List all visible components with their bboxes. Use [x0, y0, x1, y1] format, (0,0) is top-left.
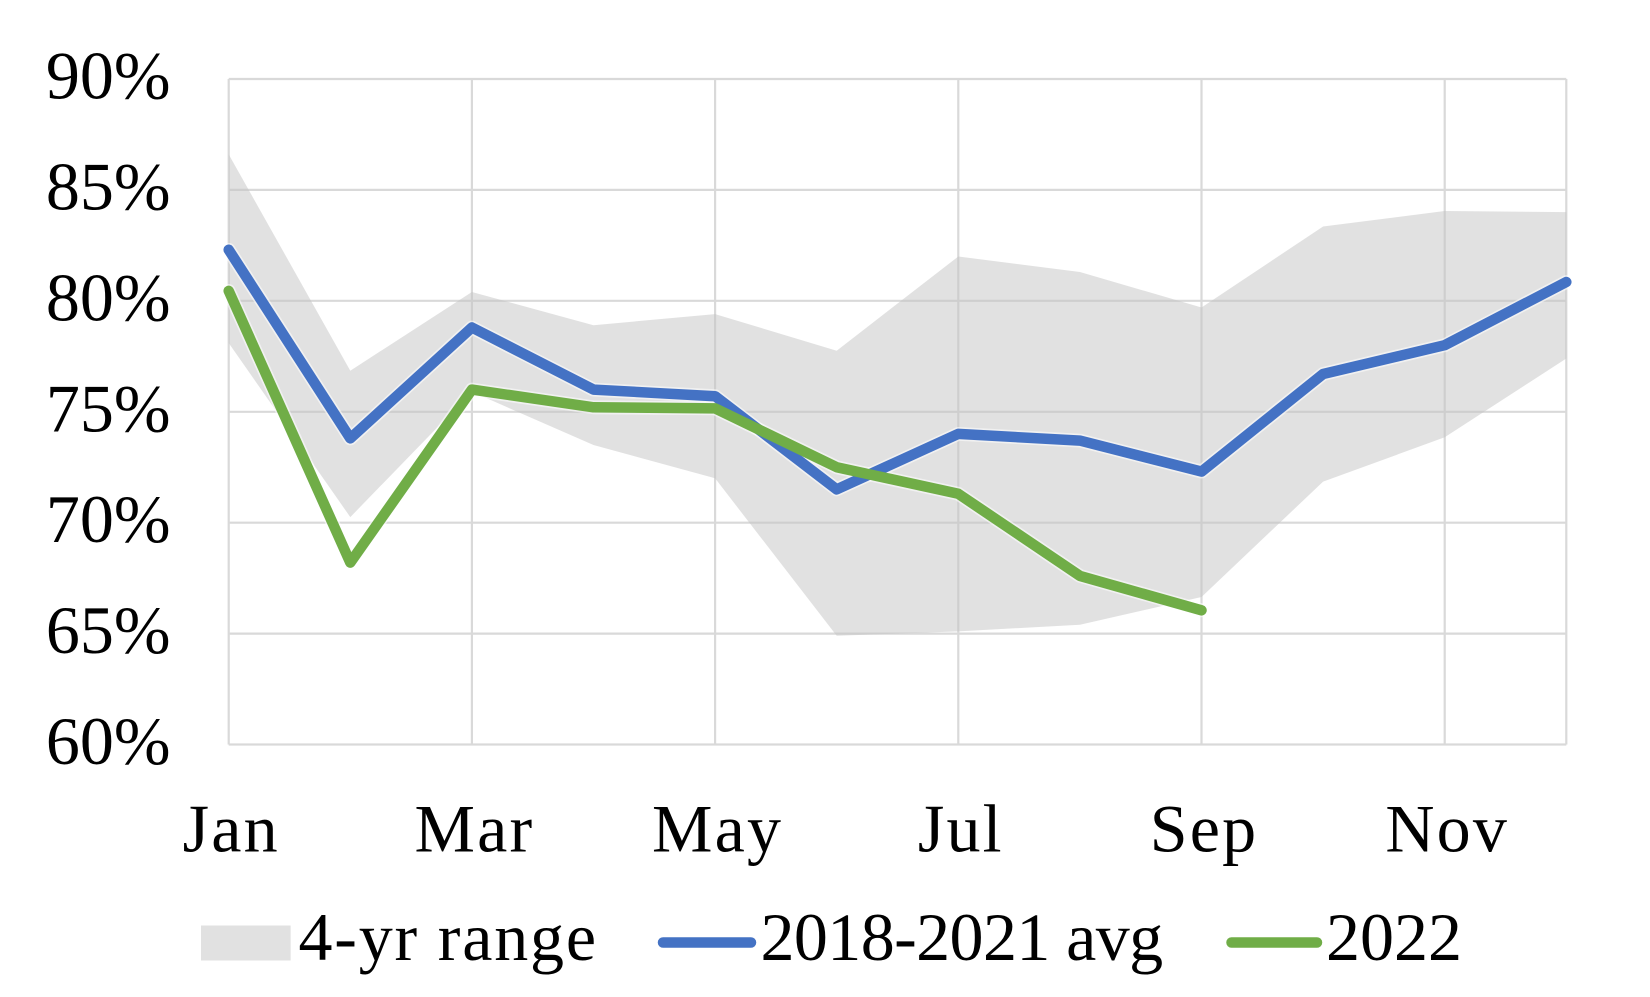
svg-text:60%: 60%	[46, 703, 171, 779]
svg-text:70%: 70%	[46, 481, 171, 557]
svg-text:90%: 90%	[46, 38, 171, 114]
svg-text:65%: 65%	[46, 592, 171, 668]
svg-text:4-yr range: 4-yr range	[299, 899, 598, 975]
svg-text:85%: 85%	[46, 148, 171, 224]
svg-text:Jan: Jan	[183, 791, 280, 867]
svg-text:Sep: Sep	[1150, 791, 1259, 867]
svg-text:2018-2021 avg: 2018-2021 avg	[761, 899, 1163, 975]
svg-text:Jul: Jul	[918, 791, 1004, 867]
svg-text:Nov: Nov	[1385, 791, 1509, 867]
svg-text:Mar: Mar	[414, 791, 534, 867]
svg-text:2022: 2022	[1326, 899, 1462, 975]
svg-text:May: May	[652, 791, 783, 867]
svg-text:75%: 75%	[46, 370, 171, 446]
svg-text:80%: 80%	[46, 259, 171, 335]
